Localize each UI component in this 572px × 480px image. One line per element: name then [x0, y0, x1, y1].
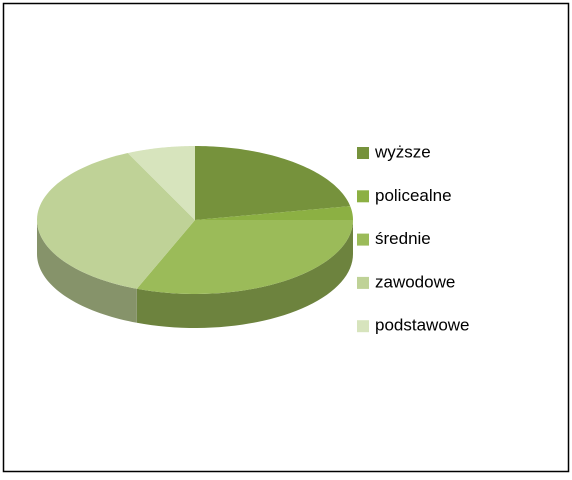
legend-swatch [357, 190, 369, 203]
legend-label: policealne [375, 186, 452, 205]
legend-label: wyższe [374, 142, 431, 161]
pie-slice [136, 220, 353, 294]
slice-side [37, 220, 137, 323]
legend-swatch [357, 147, 369, 159]
legend-label: zawodowe [375, 272, 455, 291]
legend-swatch [357, 320, 369, 333]
legend-swatch [357, 276, 369, 289]
pie-slice [37, 153, 196, 289]
legend-label: średnie [375, 229, 431, 248]
slice-side [136, 220, 353, 328]
pie-slice [195, 206, 353, 220]
legend-label: podstawowe [375, 316, 470, 335]
legend-swatch [357, 233, 369, 246]
pie-slice [127, 146, 195, 220]
pie-slice [195, 146, 351, 220]
